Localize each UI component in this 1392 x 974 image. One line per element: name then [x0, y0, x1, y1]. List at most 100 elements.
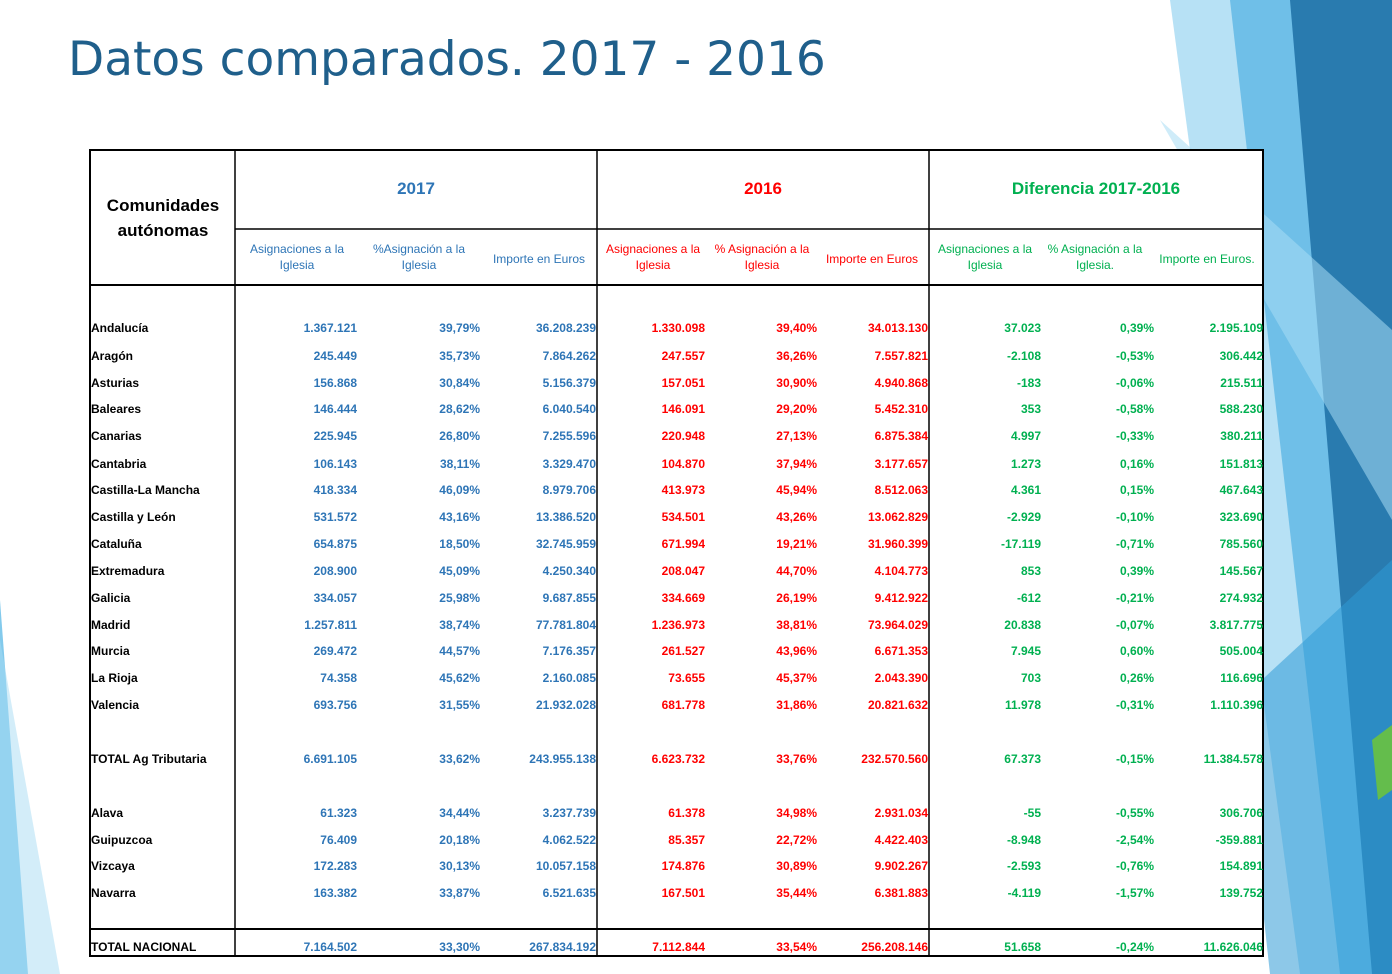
cell-pct-2016: 27,13% — [776, 429, 817, 443]
subheader-importe-2016: Importe en Euros — [825, 252, 919, 266]
cell-pct-2017: 18,50% — [439, 537, 480, 551]
cell-pct-2016: 44,70% — [776, 564, 817, 578]
cell-pct-2017: 30,13% — [439, 859, 480, 873]
cell-asignaciones-diff: 51.658 — [1004, 940, 1041, 954]
cell-asignaciones-diff: 703 — [1020, 671, 1041, 685]
cell-pct-2016: 37,94% — [776, 457, 817, 471]
cell-pct-2016: 30,89% — [776, 859, 817, 873]
cell-importe-2017: 10.057.158 — [535, 859, 596, 873]
cell-importe-2017: 6.521.635 — [542, 886, 596, 900]
cell-pct-2017: 28,62% — [439, 402, 480, 416]
cell-asignaciones-2016: 534.501 — [661, 510, 705, 524]
cell-region: Cataluña — [91, 537, 142, 551]
cell-pct-diff: -0,71% — [1115, 537, 1154, 551]
cell-asignaciones-2016: 146.091 — [661, 402, 705, 416]
cell-importe-2016: 31.960.399 — [867, 537, 928, 551]
cell-pct-2017: 26,80% — [439, 429, 480, 443]
decor-shape-left-light — [0, 640, 60, 974]
cell-importe-2017: 3.237.739 — [542, 806, 596, 820]
cell-region: Cantabria — [91, 457, 147, 471]
cell-pct-2017: 38,11% — [439, 457, 480, 471]
cell-asignaciones-2016: 261.527 — [661, 644, 705, 658]
cell-asignaciones-diff: 1.273 — [1010, 457, 1041, 471]
cell-importe-2017: 7.864.262 — [542, 349, 596, 363]
cell-pct-2017: 34,44% — [439, 806, 480, 820]
cell-importe-2017: 4.062.522 — [542, 833, 596, 847]
cell-pct-2017: 33,87% — [439, 886, 480, 900]
decor-shape-right-lower — [1240, 560, 1392, 974]
cell-pct-2016: 38,81% — [776, 618, 817, 632]
cell-region: La Rioja — [91, 671, 138, 685]
cell-asignaciones-diff: 4.997 — [1010, 429, 1041, 443]
cell-asignaciones-2017: 146.444 — [313, 402, 357, 416]
cell-asignaciones-2017: 418.334 — [313, 483, 357, 497]
cell-pct-diff: 0,39% — [1119, 564, 1154, 578]
cell-region: Navarra — [91, 886, 136, 900]
cell-asignaciones-2016: 334.669 — [661, 591, 705, 605]
cell-pct-diff: -0,31% — [1115, 698, 1154, 712]
cell-pct-diff: -1,57% — [1115, 886, 1154, 900]
cell-asignaciones-2017: 245.449 — [313, 349, 357, 363]
cell-asignaciones-2016: 247.557 — [661, 349, 705, 363]
cell-importe-diff: -359.881 — [1215, 833, 1263, 847]
cell-region: Canarias — [91, 429, 142, 443]
cell-importe-2017: 243.955.138 — [529, 752, 596, 766]
header-group-2016: 2016 — [744, 179, 782, 198]
header-group-2017: 2017 — [397, 179, 435, 198]
cell-region: Andalucía — [91, 321, 149, 335]
cell-pct-2016: 33,76% — [776, 752, 817, 766]
cell-importe-2016: 4.940.868 — [874, 376, 928, 390]
cell-asignaciones-2017: 693.756 — [313, 698, 357, 712]
cell-importe-2017: 13.386.520 — [535, 510, 596, 524]
cell-pct-2017: 31,55% — [439, 698, 480, 712]
subheader-pct-2016: % Asignación a la Iglesia — [714, 242, 810, 272]
cell-pct-diff: 0,26% — [1119, 671, 1154, 685]
cell-importe-diff: 215.511 — [1220, 376, 1263, 390]
cell-asignaciones-diff: 853 — [1020, 564, 1041, 578]
cell-pct-diff: -0,15% — [1115, 752, 1154, 766]
cell-pct-2017: 43,16% — [439, 510, 480, 524]
cell-pct-2016: 35,44% — [776, 886, 817, 900]
cell-importe-2017: 5.156.379 — [542, 376, 596, 390]
cell-asignaciones-2017: 7.164.502 — [303, 940, 357, 954]
cell-importe-2017: 7.255.596 — [542, 429, 596, 443]
cell-pct-diff: -0,53% — [1115, 349, 1154, 363]
cell-pct-2016: 45,37% — [776, 671, 817, 685]
cell-importe-diff: 145.567 — [1219, 564, 1263, 578]
cell-pct-diff: 0,60% — [1119, 644, 1154, 658]
cell-pct-2016: 33,54% — [776, 940, 817, 954]
cell-importe-diff: 11.384.578 — [1203, 752, 1263, 766]
cell-asignaciones-diff: -183 — [1016, 376, 1041, 390]
cell-region: Asturias — [91, 376, 140, 390]
cell-importe-2016: 6.875.384 — [874, 429, 928, 443]
cell-importe-2017: 4.250.340 — [542, 564, 596, 578]
cell-asignaciones-diff: -2.108 — [1006, 349, 1041, 363]
cell-importe-2016: 7.557.821 — [874, 349, 928, 363]
cell-pct-2017: 45,09% — [439, 564, 480, 578]
cell-asignaciones-2016: 220.948 — [661, 429, 705, 443]
cell-importe-2017: 3.329.470 — [542, 457, 596, 471]
cell-importe-diff: 274.932 — [1219, 591, 1263, 605]
cell-region: Murcia — [91, 644, 130, 658]
cell-asignaciones-diff: -55 — [1023, 806, 1041, 820]
header-region: Comunidades autónomas — [106, 196, 220, 240]
cell-importe-2017: 36.208.239 — [535, 321, 596, 335]
cell-asignaciones-2016: 85.357 — [668, 833, 705, 847]
cell-importe-2017: 32.745.959 — [535, 537, 596, 551]
cell-asignaciones-2017: 74.358 — [320, 671, 357, 685]
cell-asignaciones-2017: 208.900 — [313, 564, 357, 578]
cell-asignaciones-2017: 76.409 — [320, 833, 357, 847]
cell-asignaciones-diff: -8.948 — [1006, 833, 1041, 847]
cell-pct-2016: 26,19% — [776, 591, 817, 605]
cell-pct-diff: -0,21% — [1115, 591, 1154, 605]
cell-importe-2017: 7.176.357 — [542, 644, 596, 658]
cell-pct-2016: 43,26% — [776, 510, 817, 524]
cell-asignaciones-diff: -2.593 — [1006, 859, 1041, 873]
cell-asignaciones-2016: 208.047 — [661, 564, 705, 578]
cell-region: TOTAL NACIONAL — [91, 940, 197, 954]
cell-asignaciones-2016: 157.051 — [661, 376, 705, 390]
cell-importe-2017: 6.040.540 — [542, 402, 596, 416]
subheader-asignaciones-2017: Asignaciones a la Iglesia — [249, 242, 345, 272]
cell-asignaciones-2017: 225.945 — [313, 429, 357, 443]
comparison-table: Comunidades autónomas 2017 2016 Diferenc… — [89, 149, 1264, 957]
